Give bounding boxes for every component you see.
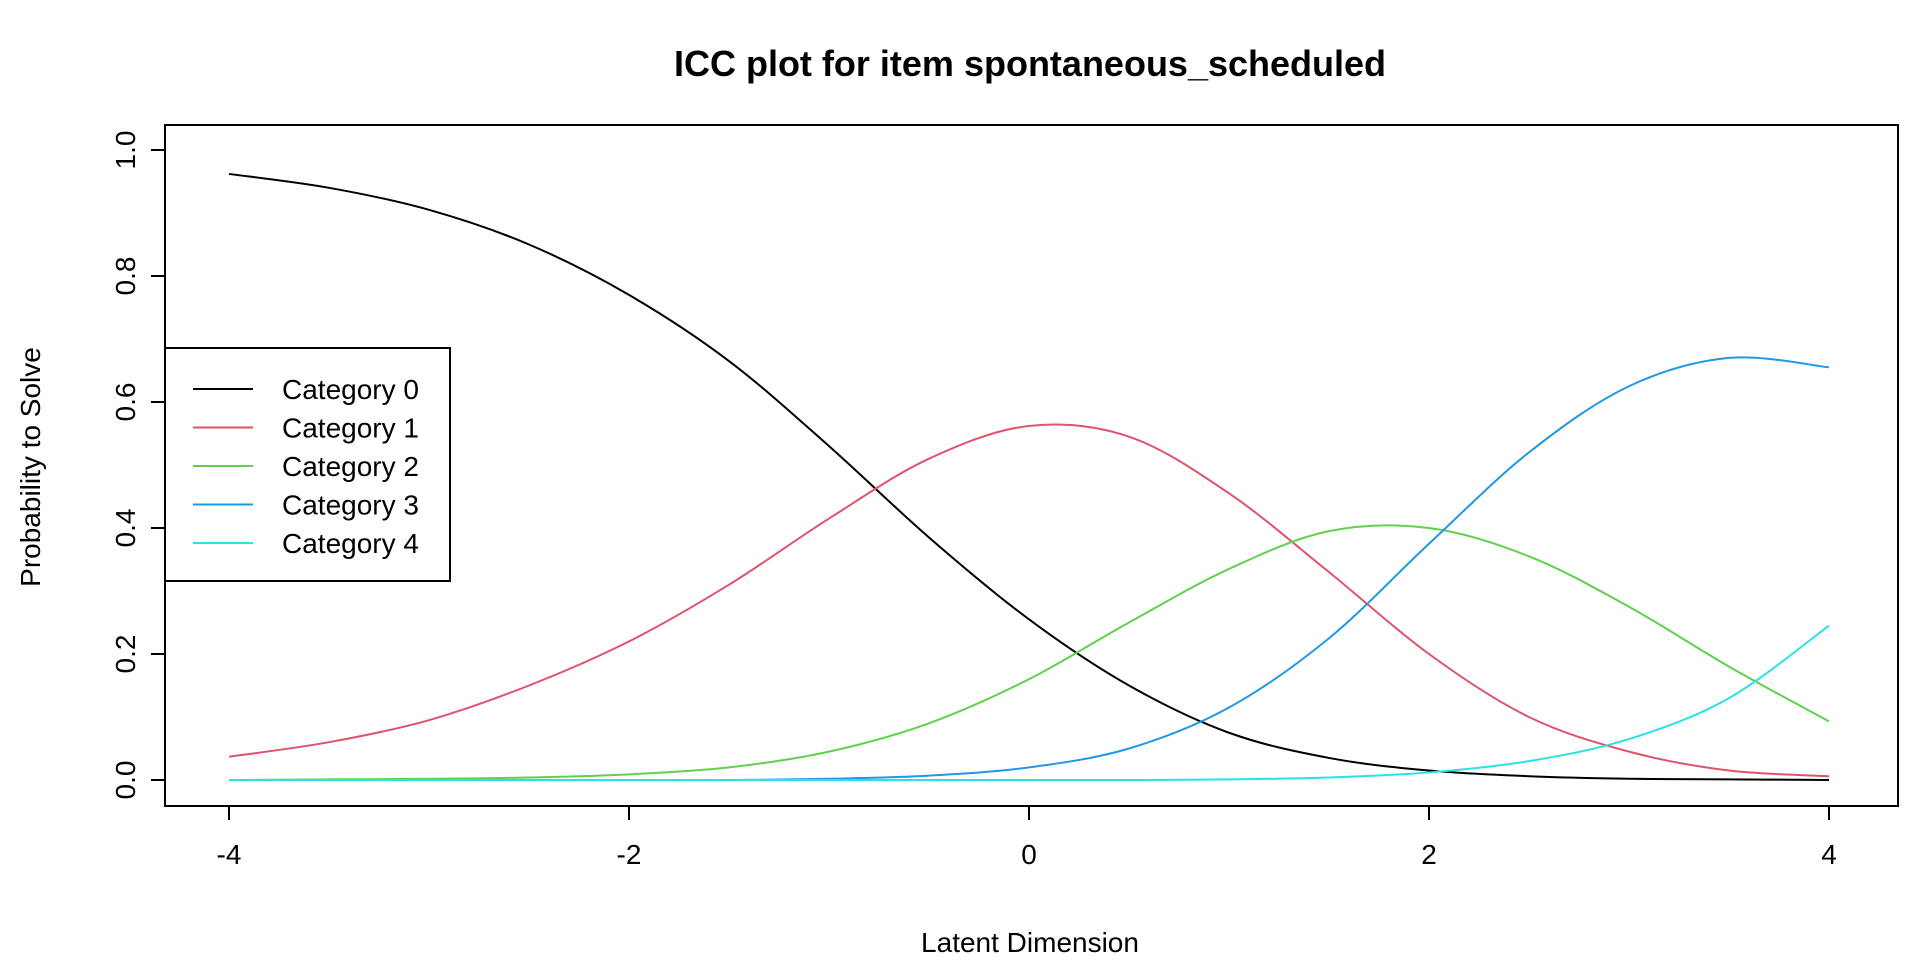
x-tick-label: -4 [217,839,242,870]
x-tick-label: -2 [617,839,642,870]
y-tick-label: 0.0 [110,761,141,800]
y-tick-label: 0.2 [110,635,141,674]
y-axis-label: Probability to Solve [15,347,46,587]
series-line-category-0 [228,172,1830,781]
x-tick-label: 4 [1821,839,1837,870]
legend-label-category-2: Category 2 [282,451,419,482]
legend-label-category-3: Category 3 [282,490,419,521]
y-axis: 0.0 0.2 0.4 0.6 0.8 1.0 [110,131,166,800]
legend-label-category-0: Category 0 [282,374,419,405]
y-tick-label: 0.8 [110,257,141,296]
legend-label-category-1: Category 1 [282,413,419,444]
series-line-category-1 [228,423,1830,778]
series-line-category-2 [228,524,1830,781]
x-tick-label: 0 [1021,839,1037,870]
legend: Category 0 Category 1 Category 2 Category 3… [164,347,451,582]
series-line-category-4 [229,624,1830,782]
legend-label-category-4: Category 4 [282,528,419,559]
x-axis-label: Latent Dimension [921,927,1139,958]
series-lines [228,172,1830,782]
series-line-category-3 [229,356,1830,782]
y-tick-label: 0.6 [110,383,141,422]
chart-title: ICC plot for item spontaneous_scheduled [674,43,1386,84]
x-axis: -4 -2 0 2 4 [217,805,1837,870]
y-tick-label: 0.4 [110,509,141,548]
y-tick-label: 1.0 [110,131,141,170]
x-tick-label: 2 [1421,839,1437,870]
